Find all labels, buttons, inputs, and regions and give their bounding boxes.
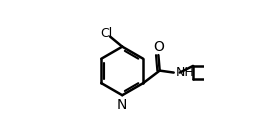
Text: NH: NH xyxy=(176,66,194,79)
Text: Cl: Cl xyxy=(100,27,113,40)
Text: O: O xyxy=(153,40,164,54)
Text: N: N xyxy=(117,98,128,112)
